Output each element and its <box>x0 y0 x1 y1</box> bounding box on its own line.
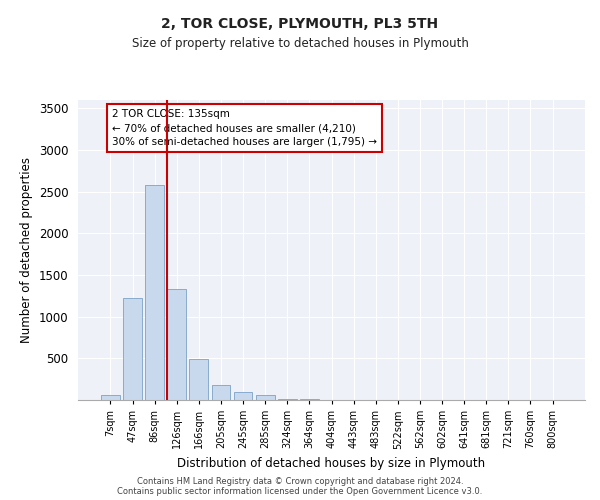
Bar <box>212 386 230 400</box>
Bar <box>101 396 120 400</box>
Bar <box>190 359 208 400</box>
Bar <box>300 399 319 400</box>
Bar <box>145 185 164 400</box>
Bar <box>233 392 253 400</box>
Text: Contains HM Land Registry data © Crown copyright and database right 2024.
Contai: Contains HM Land Registry data © Crown c… <box>118 476 482 496</box>
Y-axis label: Number of detached properties: Number of detached properties <box>20 157 33 343</box>
Text: 2 TOR CLOSE: 135sqm
← 70% of detached houses are smaller (4,210)
30% of semi-det: 2 TOR CLOSE: 135sqm ← 70% of detached ho… <box>112 109 377 147</box>
Text: 2, TOR CLOSE, PLYMOUTH, PL3 5TH: 2, TOR CLOSE, PLYMOUTH, PL3 5TH <box>161 18 439 32</box>
X-axis label: Distribution of detached houses by size in Plymouth: Distribution of detached houses by size … <box>178 457 485 470</box>
Text: Size of property relative to detached houses in Plymouth: Size of property relative to detached ho… <box>131 38 469 51</box>
Bar <box>167 289 186 400</box>
Bar <box>256 396 275 400</box>
Bar <box>123 298 142 400</box>
Bar <box>278 399 296 400</box>
